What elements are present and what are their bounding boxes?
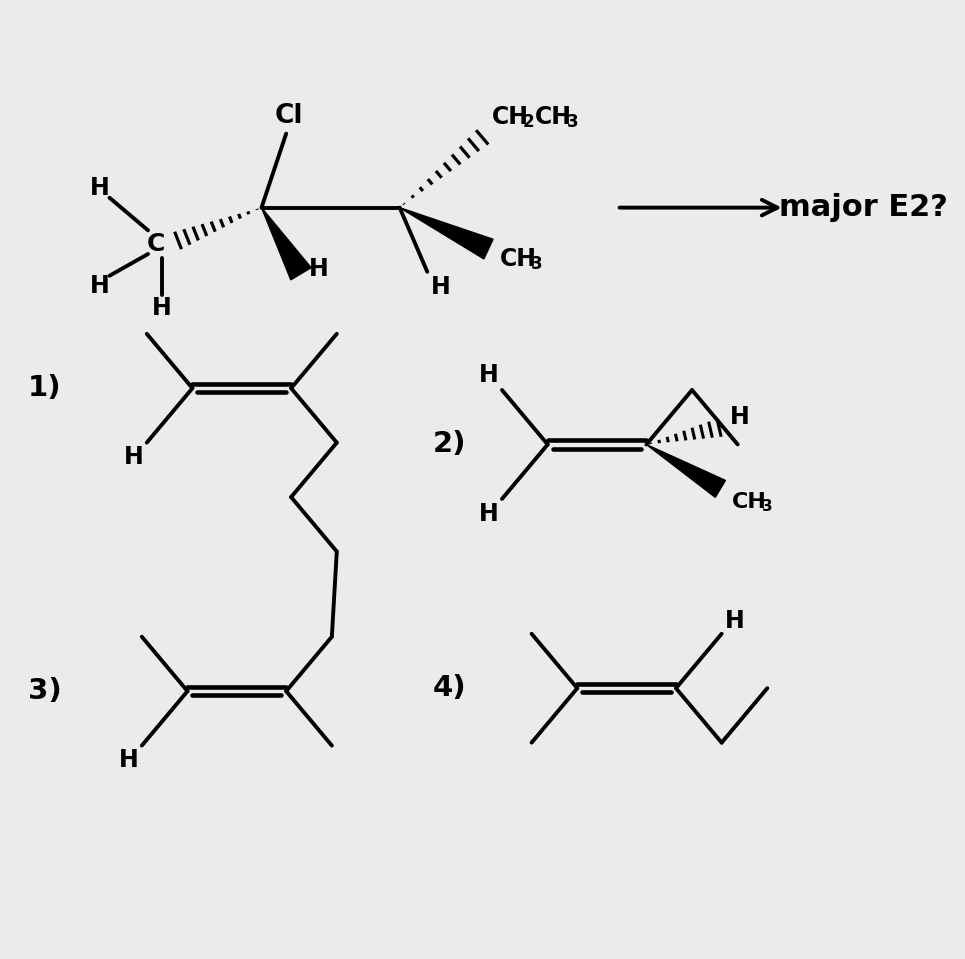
Text: 3): 3) <box>28 677 62 705</box>
Text: H: H <box>309 257 329 281</box>
Text: H: H <box>731 405 750 429</box>
Text: 4): 4) <box>432 674 466 702</box>
Text: CH: CH <box>500 247 538 271</box>
Text: CH: CH <box>491 105 529 129</box>
Text: 3: 3 <box>566 113 578 130</box>
Text: 3: 3 <box>761 499 772 514</box>
Text: H: H <box>431 274 451 298</box>
Text: Cl: Cl <box>275 103 303 129</box>
Text: H: H <box>124 445 144 470</box>
Text: H: H <box>152 296 172 320</box>
Text: 1): 1) <box>28 374 61 402</box>
Text: CH: CH <box>535 105 572 129</box>
Polygon shape <box>262 208 311 280</box>
Text: H: H <box>90 273 110 297</box>
Text: H: H <box>480 502 499 526</box>
Text: C: C <box>147 232 165 256</box>
Text: 2): 2) <box>432 431 466 458</box>
Text: 2: 2 <box>523 113 535 130</box>
Polygon shape <box>400 208 493 259</box>
Text: H: H <box>725 609 744 633</box>
Text: major E2?: major E2? <box>779 193 948 222</box>
Text: H: H <box>119 748 139 772</box>
Text: CH: CH <box>732 492 767 512</box>
Text: H: H <box>480 363 499 387</box>
Text: H: H <box>90 175 110 199</box>
Polygon shape <box>647 444 726 498</box>
Text: 3: 3 <box>531 255 542 273</box>
